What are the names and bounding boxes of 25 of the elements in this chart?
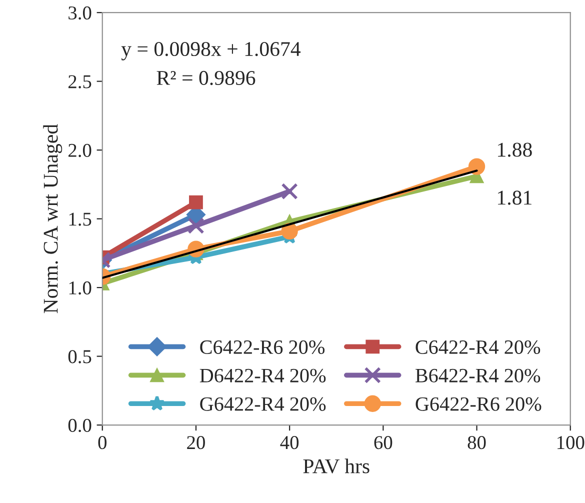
x-axis-title: PAV hrs: [303, 458, 370, 474]
x-tick-label: 20: [187, 436, 205, 450]
y-tick-label: 2.5: [68, 75, 92, 88]
legend-label: C6422-R4 20%: [416, 340, 540, 354]
legend-label: C6422-R6 20%: [200, 340, 325, 354]
x-tick-label: 0: [98, 436, 106, 450]
y-axis-title: Norm. CA wrt Unaged: [43, 124, 62, 314]
y-tick-label: 2.0: [68, 144, 92, 158]
x-tick-label: 60: [374, 436, 392, 450]
x-tick-label: 80: [468, 436, 486, 450]
legend-label: G6422-R6 20%: [416, 397, 542, 411]
x-tick-label: 100: [558, 436, 584, 450]
y-tick-label: 1.5: [69, 212, 92, 226]
legend-label: B6422-R4 20%: [415, 368, 540, 382]
data-label: 1.81: [498, 190, 532, 205]
annotation: y = 0.0098x + 1.0674: [121, 42, 301, 60]
y-tick-label: 3.0: [68, 6, 92, 20]
legend-label: D6422-R4 20%: [200, 368, 326, 382]
y-tick-label: 0.5: [68, 350, 92, 364]
y-tick-label: 1.0: [69, 281, 92, 295]
annotation: R² = 0.9896: [156, 70, 256, 86]
y-tick-label: 0.0: [68, 418, 92, 432]
legend-label: G6422-R4 20%: [200, 397, 326, 411]
data-label: 1.88: [498, 142, 532, 157]
x-tick-label: 40: [280, 436, 299, 450]
